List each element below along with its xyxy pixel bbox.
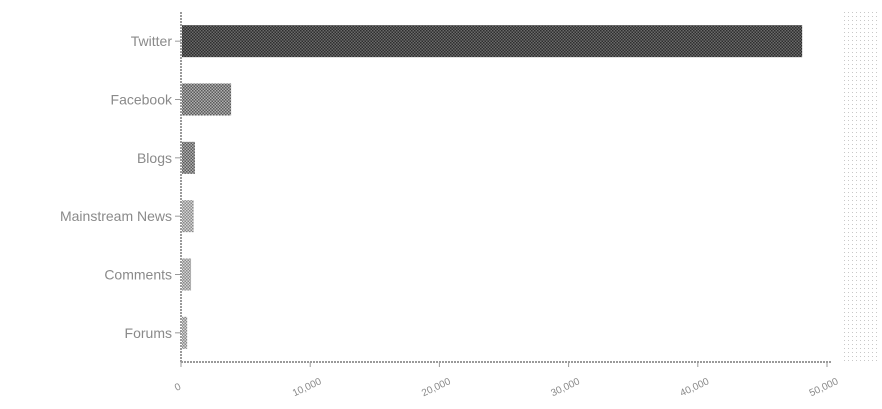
x-tick-label: 20,000 xyxy=(420,376,453,399)
bar-twitter xyxy=(182,25,803,58)
category-label: Mainstream News xyxy=(60,208,172,224)
bars-group xyxy=(182,25,803,349)
category-label: Facebook xyxy=(111,92,173,108)
bar-blogs xyxy=(182,141,195,174)
x-tick-label: 30,000 xyxy=(549,376,582,399)
category-label: Comments xyxy=(104,267,172,283)
category-label: Twitter xyxy=(131,33,173,49)
category-label: Forums xyxy=(125,325,172,341)
dotted-side-panel xyxy=(842,12,880,364)
x-tick-label: 40,000 xyxy=(679,376,712,399)
bar-mainstream-news xyxy=(182,200,194,233)
x-axis-ticks: 0 10,000 20,000 30,000 40,000 50,000 xyxy=(173,362,841,399)
category-label: Blogs xyxy=(137,150,172,166)
x-tick-label: 0 xyxy=(173,381,183,394)
bar-forums xyxy=(182,316,188,349)
x-tick-label: 10,000 xyxy=(291,376,324,399)
bar-comments xyxy=(182,258,192,291)
category-labels: Twitter Facebook Blogs Mainstream News Comme… xyxy=(60,33,181,341)
x-tick-label: 50,000 xyxy=(808,376,841,399)
bar-facebook xyxy=(182,83,232,116)
